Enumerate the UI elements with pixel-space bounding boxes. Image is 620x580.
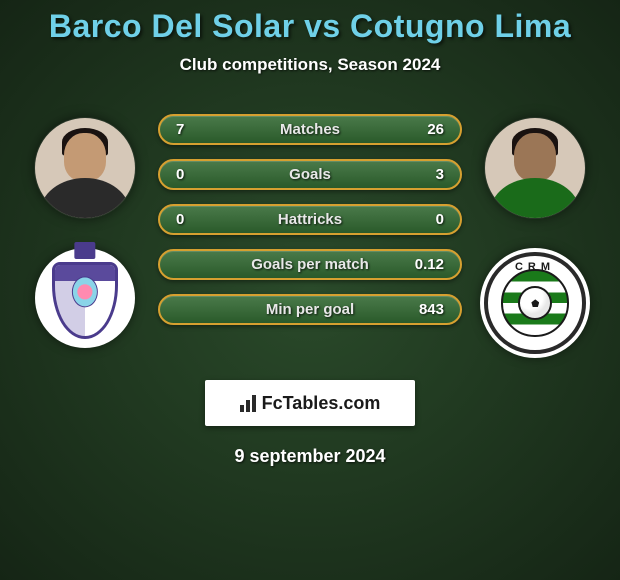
stat-bar: 7 Matches 26 <box>158 114 462 145</box>
stat-label: Matches <box>280 121 340 138</box>
stats-column: 7 Matches 26 0 Goals 3 0 Hattricks 0 Goa… <box>140 110 480 325</box>
club-badge-right: CRM <box>480 248 590 358</box>
comparison-title: Barco Del Solar vs Cotugno Lima <box>0 8 620 45</box>
brand-text: FcTables.com <box>262 393 381 414</box>
player-left-avatar <box>35 118 135 218</box>
stat-value-right: 26 <box>414 121 444 138</box>
stat-value-left: 0 <box>176 166 206 183</box>
stat-value-right: 843 <box>414 301 444 318</box>
stat-bar: 0 Goals 3 <box>158 159 462 190</box>
brand-badge: FcTables.com <box>205 380 415 426</box>
comparison-date: 9 september 2024 <box>0 446 620 467</box>
bar-chart-icon <box>240 394 256 412</box>
stat-label: Min per goal <box>266 301 354 318</box>
stat-value-right: 0 <box>414 211 444 228</box>
comparison-row: 7 Matches 26 0 Goals 3 0 Hattricks 0 Goa… <box>0 110 620 358</box>
stat-value-right: 3 <box>414 166 444 183</box>
stat-bar: 0 Hattricks 0 <box>158 204 462 235</box>
stat-bar: Min per goal 843 <box>158 294 462 325</box>
soccer-ball-icon <box>518 286 552 320</box>
stat-bar: Goals per match 0.12 <box>158 249 462 280</box>
stat-value-left: 7 <box>176 121 206 138</box>
club-badge-left <box>35 248 135 348</box>
stat-label: Goals per match <box>251 256 369 273</box>
stat-value-left: 0 <box>176 211 206 228</box>
stat-value-right: 0.12 <box>414 256 444 273</box>
player-left-column <box>30 110 140 348</box>
player-right-avatar <box>485 118 585 218</box>
stat-label: Hattricks <box>278 211 342 228</box>
player-right-column: CRM <box>480 110 590 358</box>
stat-label: Goals <box>289 166 331 183</box>
comparison-subtitle: Club competitions, Season 2024 <box>0 55 620 75</box>
